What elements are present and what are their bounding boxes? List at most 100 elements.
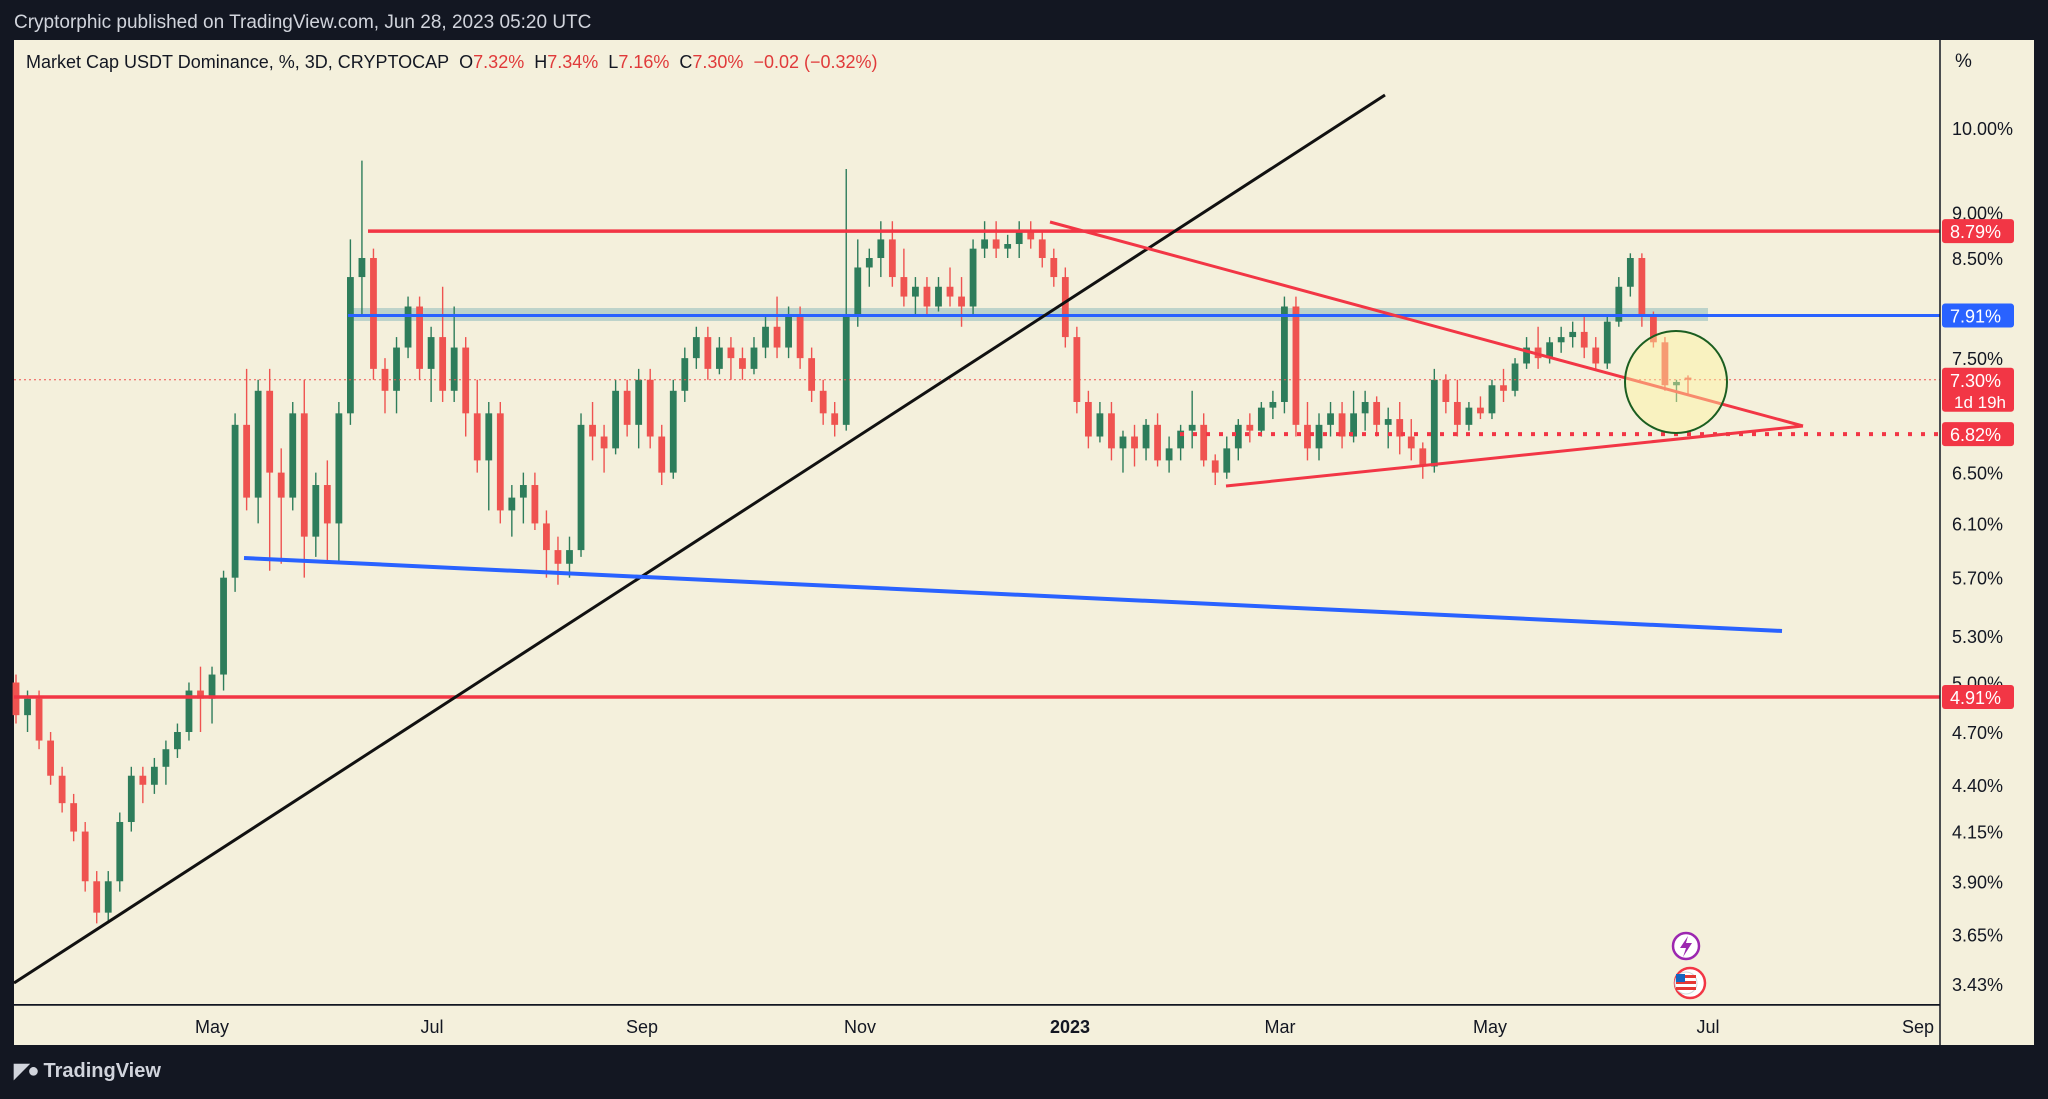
candle (1373, 396, 1381, 437)
candle (1615, 277, 1623, 327)
price-tick-label: 3.90% (1952, 872, 2003, 892)
price-tick-label: 6.10% (1952, 514, 2003, 534)
candle (1108, 401, 1115, 461)
candle (900, 248, 908, 307)
candle (1131, 424, 1138, 467)
candle (1511, 358, 1519, 397)
candle (1015, 221, 1023, 259)
candle (543, 510, 550, 578)
high-label: H (534, 52, 548, 72)
triangle-lower-line (1225, 424, 1804, 488)
candle (865, 248, 873, 287)
candle (1361, 390, 1369, 431)
price-axis: % 10.00% 9.00% 8.50% 7.50% 6.50% 6.10% 5.70% 5.3… (1939, 40, 2013, 1045)
time-axis-pane[interactable] (14, 1005, 1940, 1045)
candle (1488, 379, 1496, 420)
price-tick-label: 5.70% (1952, 569, 2003, 589)
chart-pane[interactable] (14, 40, 1940, 1004)
candle (1234, 419, 1242, 461)
candle (47, 732, 54, 785)
candle (81, 821, 89, 892)
candle (1407, 419, 1415, 461)
candle (1661, 337, 1669, 391)
candle (727, 337, 735, 380)
svg-text:1d 19h: 1d 19h (1954, 393, 2006, 412)
candle (1442, 374, 1450, 414)
time-axis: May Jul Sep Nov 2023 Mar May Jul Sep (14, 1004, 1940, 1037)
candle (1626, 253, 1634, 297)
candle (1223, 436, 1231, 479)
candle (347, 239, 354, 425)
drawings (13, 93, 1940, 985)
event-markers[interactable] (1671, 931, 1707, 1000)
candle (762, 316, 769, 359)
black-trendline (13, 93, 1386, 985)
candle (646, 368, 654, 449)
candle (1546, 337, 1554, 364)
candle (1200, 413, 1208, 467)
candle (1465, 401, 1473, 431)
candle (1084, 390, 1092, 449)
tradingview-logo[interactable]: ◤● TradingView (14, 1058, 161, 1083)
time-tick-label: Mar (1265, 1017, 1296, 1037)
candle (1061, 267, 1069, 348)
candle (185, 682, 193, 741)
candle (577, 413, 585, 557)
svg-text:7.91%: 7.91% (1950, 307, 2001, 327)
candle (208, 666, 216, 724)
candle (681, 347, 689, 402)
candle (439, 286, 447, 402)
publisher-header: Cryptorphic published on TradingView.com… (14, 12, 592, 33)
price-axis-pane[interactable] (1940, 40, 2034, 1045)
candle (1177, 424, 1185, 461)
candle (1073, 326, 1081, 414)
candle (150, 757, 158, 794)
price-badge: 7.30% 1d 19h (1942, 367, 2014, 412)
candle (35, 690, 43, 750)
candle (243, 368, 251, 511)
candle (704, 326, 712, 380)
candle (1292, 296, 1300, 437)
candle (739, 347, 746, 380)
candle (1119, 430, 1127, 473)
candle (1650, 311, 1657, 348)
candle (808, 347, 816, 402)
price-tick-label: 10.00% (1952, 119, 2013, 139)
candle (1523, 337, 1530, 369)
candle (116, 812, 124, 892)
change-value: −0.02 (−0.32%) (753, 52, 878, 72)
candle (1396, 401, 1404, 455)
lightning-icon[interactable] (1671, 931, 1701, 961)
candle (1027, 221, 1035, 249)
candle (58, 766, 66, 813)
time-tick-label: Jul (420, 1017, 443, 1037)
time-tick-label: Nov (844, 1017, 876, 1037)
time-tick-label: Sep (1902, 1017, 1934, 1037)
candle (277, 448, 285, 564)
candle (1384, 407, 1392, 449)
candle (669, 379, 677, 479)
candle (692, 326, 700, 369)
svg-text:8.79%: 8.79% (1950, 222, 2001, 242)
candle (623, 379, 631, 437)
tradingview-logo-icon: ◤● (14, 1060, 40, 1082)
candle (473, 379, 481, 473)
candle (300, 379, 308, 578)
candle (1477, 396, 1484, 420)
time-tick-label: Jul (1696, 1017, 1719, 1037)
candle (1569, 321, 1577, 348)
candle (923, 277, 931, 317)
candle (773, 296, 781, 359)
us-flag-icon[interactable] (1673, 966, 1707, 1000)
candle (958, 277, 965, 327)
candle (1534, 326, 1542, 369)
open-label: O (459, 52, 474, 72)
candle (220, 570, 227, 691)
candle (197, 666, 204, 733)
candle (658, 424, 666, 486)
candle (1419, 442, 1427, 479)
symbol-legend[interactable]: Market Cap USDT Dominance, %, 3D, CRYPTO… (26, 52, 878, 73)
candle (831, 401, 839, 437)
svg-text:4.91%: 4.91% (1950, 688, 2001, 708)
